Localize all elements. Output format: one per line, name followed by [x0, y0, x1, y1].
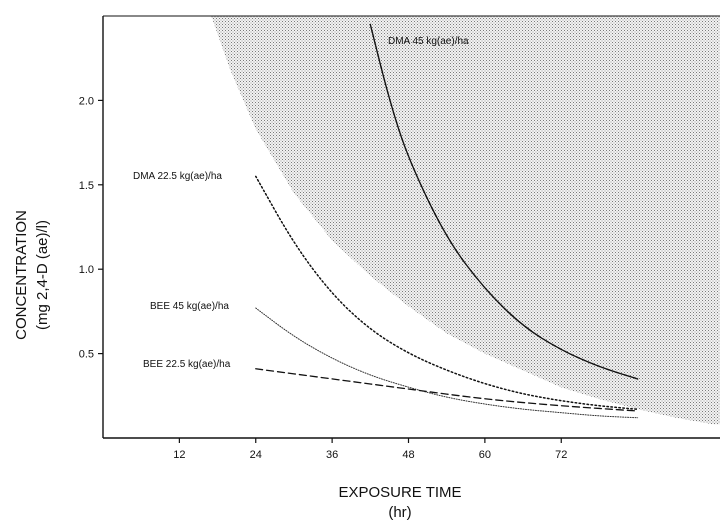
y-tick-label: 1.0: [79, 264, 94, 276]
shaded-region: [211, 16, 720, 425]
series-line-2: [255, 307, 639, 419]
y-tick-label: 2.0: [79, 95, 94, 107]
x-tick-label: 36: [326, 449, 338, 461]
x-tick-label: 12: [173, 449, 185, 461]
series-label-dma-22-5: DMA 22.5 kg(ae)/ha: [133, 171, 222, 182]
y-axis-title: CONCENTRATION: [13, 210, 30, 340]
y-tick-label: 0.5: [79, 349, 94, 361]
x-axis-unit: (hr): [388, 504, 411, 521]
series-label-bee-22-5: BEE 22.5 kg(ae)/ha: [143, 359, 231, 370]
x-tick-label: 48: [402, 449, 414, 461]
x-tick-label: 24: [250, 449, 262, 461]
y-tick-label: 1.5: [79, 180, 94, 192]
series-layer: [255, 23, 639, 419]
x-ticks: 12 24 36 48 60 72: [173, 438, 567, 461]
x-axis-title: EXPOSURE TIME: [338, 484, 461, 501]
x-tick-label: 72: [555, 449, 567, 461]
series-label-dma-45: DMA 45 kg(ae)/ha: [388, 36, 469, 47]
series-label-bee-45: BEE 45 kg(ae)/ha: [150, 301, 229, 312]
series-line-3: [255, 368, 639, 412]
series-labels: DMA 45 kg(ae)/ha DMA 22.5 kg(ae)/ha BEE …: [133, 36, 469, 370]
x-tick-label: 60: [479, 449, 491, 461]
y-axis-unit: (mg 2,4-D (ae)/l): [34, 220, 51, 330]
y-ticks: 0.5 1.0 1.5 2.0: [79, 95, 103, 361]
series-line-1: [255, 175, 639, 411]
axes: 12 24 36 48 60 72 0.5 1.0 1.5 2.0: [79, 15, 720, 461]
plot-area: [211, 16, 720, 425]
axis-titles: EXPOSURE TIME (hr) CONCENTRATION (mg 2,4…: [13, 210, 462, 521]
series-line-0: [369, 23, 639, 380]
